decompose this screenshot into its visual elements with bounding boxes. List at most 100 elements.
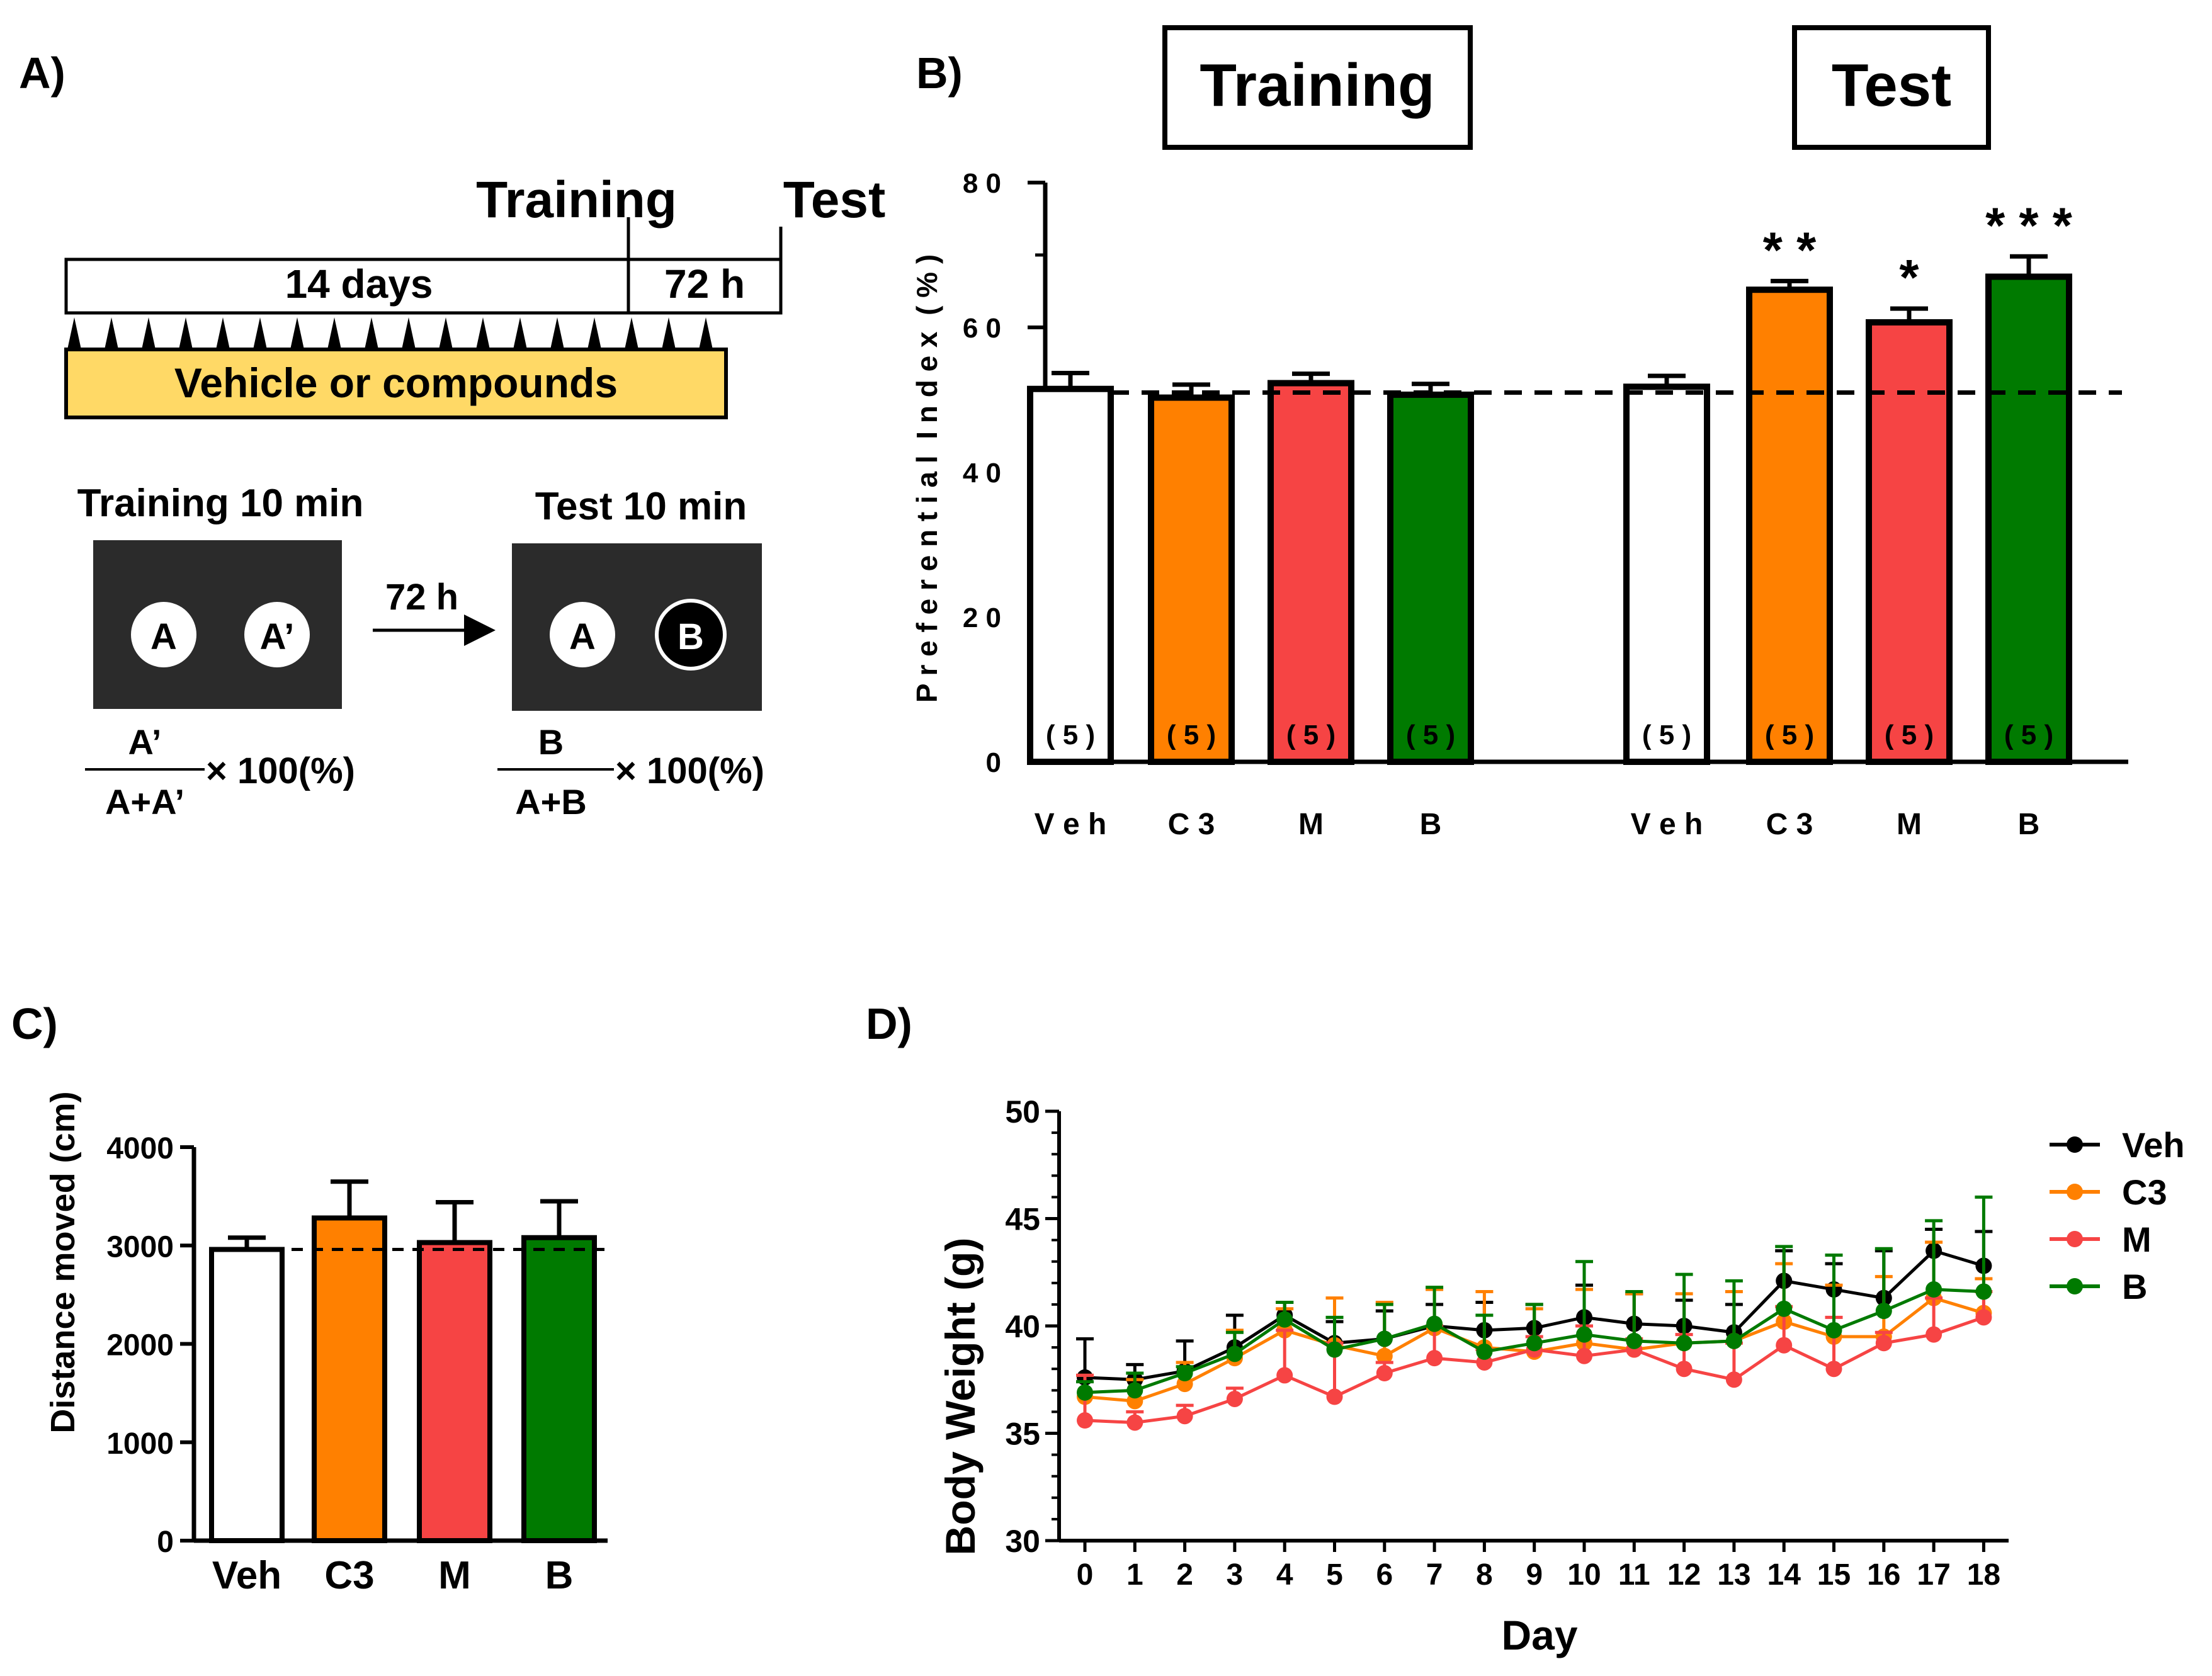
panel-d-data-point	[1326, 1341, 1343, 1358]
dose-triangle-icon	[253, 317, 267, 349]
panel-c-y-tick-label: 1000	[106, 1427, 174, 1461]
panel-b-category-label: B	[1420, 808, 1442, 841]
panel-c-y-axis-label: Distance moved (cm)	[44, 1091, 82, 1433]
panel-c-y-tick-label: 3000	[106, 1230, 174, 1264]
panel-d-x-tick-label: 3	[1227, 1558, 1244, 1592]
panel-d-x-tick-label: 16	[1867, 1558, 1900, 1592]
panel-d-x-tick-label: 7	[1426, 1558, 1443, 1592]
object-b-test	[655, 599, 727, 671]
panel-d-data-point	[1126, 1382, 1143, 1399]
panel-d-data-point	[1875, 1303, 1892, 1320]
legend-entry-label: C3	[2122, 1172, 2167, 1212]
panel-b-bar	[1027, 385, 1114, 765]
panel-d-data-point	[1476, 1343, 1493, 1360]
panel-d-y-tick-label: 40	[1005, 1309, 1040, 1344]
panel-b-bar	[1387, 391, 1474, 765]
panel-d-y-tick-label: 50	[1005, 1094, 1040, 1130]
panel-c-bar	[209, 1247, 285, 1543]
panel-d-y-tick-label: 35	[1005, 1417, 1040, 1452]
timeline-test-label: Test	[783, 171, 886, 229]
panel-d-x-tick-label: 2	[1176, 1558, 1193, 1592]
panel-d-x-tick-label: 5	[1326, 1558, 1343, 1592]
panel-c-category-label: B	[545, 1554, 574, 1597]
vehicle-bar	[64, 348, 728, 419]
panel-d-data-point	[1077, 1384, 1093, 1401]
panel-d-data-point	[1376, 1330, 1393, 1347]
panel-d-data-point	[1975, 1283, 1992, 1300]
panel-d-x-axis-label: Day	[1501, 1612, 1577, 1658]
panel-d-data-point	[1276, 1367, 1293, 1384]
panel-d-data-point	[1526, 1335, 1543, 1352]
panel-b-category-label: V e h	[1035, 808, 1107, 841]
panel-d-data-point	[1176, 1408, 1193, 1425]
legend-swatch-marker	[2067, 1184, 2083, 1200]
panel-c-category-label: Veh	[212, 1554, 281, 1597]
panel-b-significance-marker: *	[1899, 249, 1919, 305]
panel-c-label: C)	[11, 999, 58, 1048]
panel-b-category-label: C 3	[1168, 808, 1215, 841]
panel-d-data-point	[1776, 1300, 1793, 1317]
panel-d-data-point	[1226, 1390, 1243, 1407]
panel-b-bar	[1268, 380, 1354, 765]
training-group-label: Training	[1200, 52, 1434, 119]
dose-triangle-icon	[625, 317, 638, 349]
panel-d-x-tick-label: 0	[1077, 1558, 1094, 1592]
panel-d-x-tick-label: 15	[1817, 1558, 1851, 1592]
dose-triangle-icon	[476, 317, 490, 349]
panel-d-data-point	[1725, 1371, 1742, 1388]
panel-d-x-tick-label: 12	[1667, 1558, 1701, 1592]
panel-d-data-point	[1176, 1365, 1193, 1382]
panel-d-x-tick-label: 11	[1618, 1558, 1650, 1592]
panel-b-n-label: ( 5 )	[1885, 720, 1934, 750]
panel-d-data-point	[1776, 1337, 1793, 1354]
panel-d-x-tick-label: 6	[1376, 1558, 1393, 1592]
panel-b-n-label: ( 5 )	[1642, 720, 1691, 750]
panel-b: B) Training Test P r e f e r e n t i a l…	[910, 25, 2128, 841]
panel-d-x-tick-label: 9	[1526, 1558, 1543, 1592]
panel-d-data-point	[1825, 1322, 1842, 1339]
formula-test-numerator: B	[538, 722, 564, 762]
panel-d-x-tick-label: 4	[1276, 1558, 1293, 1592]
legend-entry-label: Veh	[2122, 1125, 2185, 1165]
panel-b-y-axis-label: P r e f e r e n t i a l I n d e x ( % )	[910, 254, 943, 703]
panel-b-n-label: ( 5 )	[1046, 720, 1095, 750]
panel-d-data-point	[1725, 1332, 1742, 1349]
test-group-label: Test	[1832, 52, 1951, 119]
panel-d-y-tick-label: 30	[1005, 1524, 1040, 1559]
panel-d-data-point	[1975, 1309, 1992, 1326]
panel-d-data-point	[1926, 1281, 1943, 1298]
timeline-bar	[64, 258, 783, 315]
object-a-prime-label: A’	[260, 616, 295, 657]
panel-c-plot: 0 1000 2000 3000 4000 Veh C3 M B	[106, 1132, 608, 1597]
panel-b-bar	[1746, 286, 1833, 765]
legend-entry-label: B	[2122, 1267, 2147, 1306]
panel-d-data-point	[1426, 1315, 1443, 1332]
panel-d-series-b	[1076, 1195, 1993, 1401]
legend-swatch-marker	[2067, 1231, 2083, 1247]
panel-d-y-axis-label: Body Weight (g)	[937, 1238, 984, 1556]
object-b-label: B	[678, 616, 704, 657]
dose-triangle-icon	[662, 317, 676, 349]
panel-d-y-tick-label: 45	[1005, 1202, 1040, 1237]
object-a-test-label: A	[569, 616, 596, 657]
dosing-triangles	[67, 317, 713, 349]
panel-d-data-point	[1376, 1347, 1393, 1364]
panel-b-n-label: ( 5 )	[2004, 720, 2053, 750]
panel-d-data-point	[1077, 1412, 1093, 1429]
legend-swatch-marker	[2067, 1136, 2083, 1153]
panel-c-category-label: M	[438, 1554, 471, 1597]
panel-b-category-label: M	[1298, 808, 1324, 841]
test-session-title: Test 10 min	[535, 485, 747, 528]
panel-c-category-label: C3	[324, 1554, 374, 1597]
panel-d-data-point	[1426, 1350, 1443, 1367]
panel-b-y-tick-label: 0	[986, 747, 1001, 778]
dose-triangle-icon	[402, 317, 416, 349]
panel-d-x-tick-label: 18	[1967, 1558, 2000, 1592]
dose-triangle-icon	[290, 317, 304, 349]
legend-swatch-marker	[2067, 1278, 2083, 1294]
panel-b-category-label: V e h	[1631, 808, 1703, 841]
panel-b-n-label: ( 5 )	[1286, 720, 1336, 750]
dose-triangle-icon	[105, 317, 118, 349]
panel-b-bar	[1623, 383, 1710, 765]
hours-label: 72 h	[664, 261, 745, 307]
